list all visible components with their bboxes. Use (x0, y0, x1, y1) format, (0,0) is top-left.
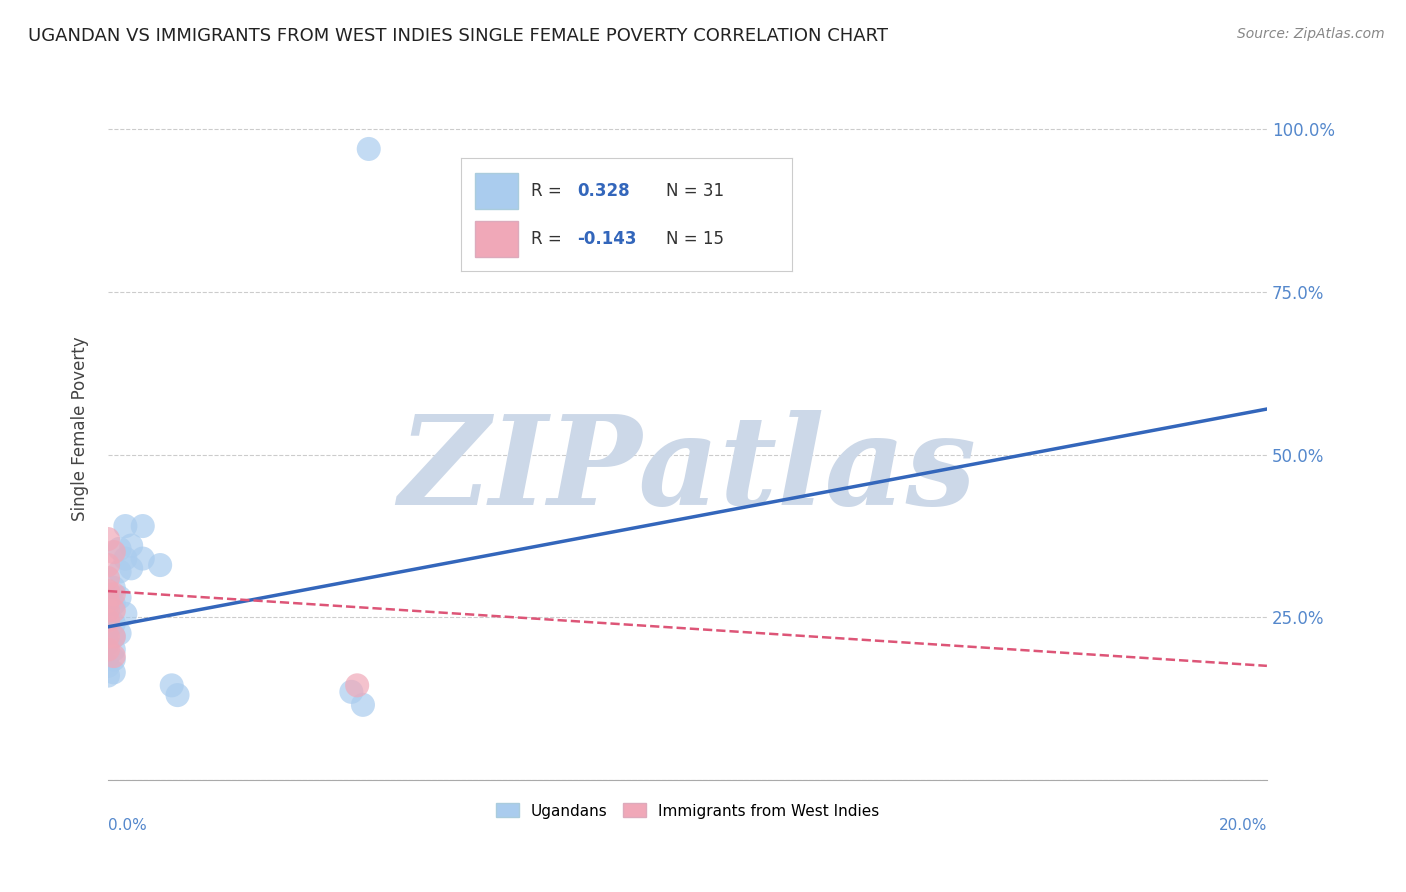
Point (108, 565, 131, 579)
Point (97, 642, 120, 657)
Legend: Ugandans, Immigrants from West Indies: Ugandans, Immigrants from West Indies (489, 797, 886, 824)
Point (132, 551, 155, 566)
Point (97, 613, 120, 627)
Point (97, 584, 120, 599)
Point (160, 678, 183, 692)
Point (114, 551, 136, 566)
Point (103, 649, 125, 664)
Point (97, 558, 120, 572)
Point (149, 558, 172, 572)
Point (120, 539, 142, 553)
Point (97, 668, 120, 682)
Point (357, 142, 380, 156)
Point (108, 541, 131, 556)
Y-axis label: Single Female Poverty: Single Female Poverty (72, 336, 89, 521)
Point (103, 652, 125, 666)
Point (97, 571, 120, 585)
Point (97, 636, 120, 650)
Point (346, 678, 368, 692)
Point (114, 607, 136, 621)
Point (103, 616, 125, 631)
Text: 0.0%: 0.0% (108, 818, 146, 833)
Point (97, 658, 120, 673)
Point (103, 630, 125, 644)
Point (97, 623, 120, 637)
Point (97, 532, 120, 546)
Point (132, 519, 155, 533)
Point (103, 665, 125, 680)
Point (103, 587, 125, 601)
Point (97, 649, 120, 664)
Point (114, 519, 136, 533)
Point (108, 591, 131, 605)
Text: UGANDAN VS IMMIGRANTS FROM WEST INDIES SINGLE FEMALE POVERTY CORRELATION CHART: UGANDAN VS IMMIGRANTS FROM WEST INDIES S… (28, 27, 889, 45)
Point (352, 698, 374, 712)
Point (97, 597, 120, 611)
Text: Source: ZipAtlas.com: Source: ZipAtlas.com (1237, 27, 1385, 41)
Text: 20.0%: 20.0% (1219, 818, 1267, 833)
Point (103, 604, 125, 618)
Text: ZIPatlas: ZIPatlas (398, 410, 976, 532)
Point (97, 594, 120, 608)
Point (103, 581, 125, 595)
Point (103, 630, 125, 644)
Point (120, 561, 142, 575)
Point (97, 604, 120, 618)
Point (166, 688, 188, 702)
Point (103, 642, 125, 657)
Point (340, 685, 363, 699)
Point (103, 597, 125, 611)
Point (97, 630, 120, 644)
Point (97, 610, 120, 624)
Point (108, 626, 131, 640)
Point (103, 545, 125, 559)
